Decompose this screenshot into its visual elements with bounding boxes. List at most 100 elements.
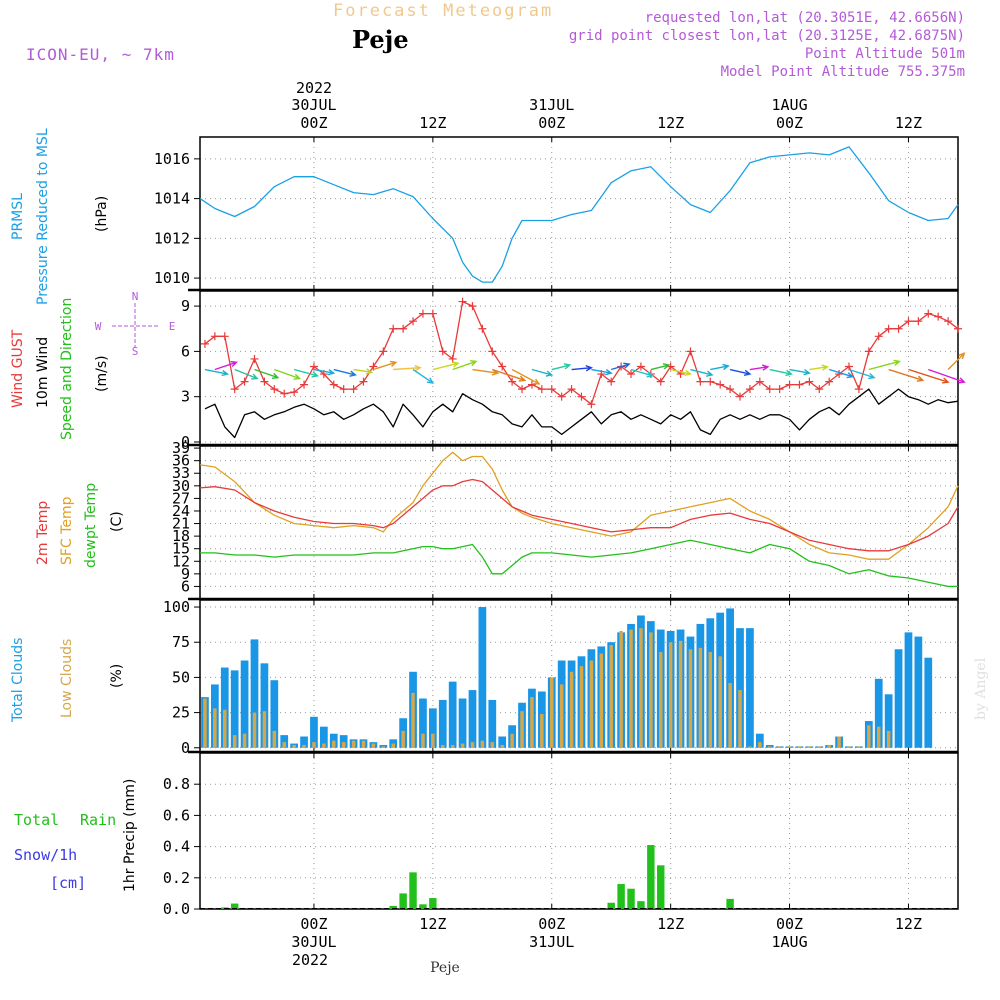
gust-marker [874, 332, 883, 341]
wind-direction-arrow [868, 359, 901, 371]
wind-direction-arrow [492, 368, 527, 382]
low-cloud-bar [480, 740, 485, 748]
wind-direction-arrow [710, 363, 730, 371]
low-cloud-bar [668, 642, 673, 748]
low-cloud-bar [292, 744, 296, 748]
gust-marker [379, 347, 388, 356]
temp-sfc-label: SFC Temp [59, 496, 75, 565]
panel-border [199, 752, 959, 910]
gust-marker [805, 377, 814, 386]
model-label: ICON-EU, ~ 7km [26, 45, 175, 64]
low-clouds-label: Low Clouds [59, 639, 75, 718]
gust-marker [409, 317, 418, 326]
wind-direction-arrow [650, 363, 671, 371]
y-tick-label: 9 [181, 297, 190, 315]
total-cloud-bar [280, 735, 289, 748]
gust-marker [230, 385, 239, 394]
low-cloud-bar [807, 746, 812, 748]
wind-direction-arrow [888, 368, 925, 382]
wind-direction-arrow [313, 368, 336, 376]
gust-marker [736, 392, 745, 401]
footer-location: Peje [430, 960, 460, 976]
wind-direction-arrow [908, 368, 950, 384]
gust-marker [389, 324, 398, 333]
grid-point-coords: grid point closest lon,lat (20.3125E, 42… [569, 28, 965, 44]
gust-marker [904, 317, 913, 326]
compass-e: E [169, 320, 176, 333]
wind-gust-line [204, 300, 959, 405]
low-cloud-bar [272, 730, 277, 748]
y-tick-label: 21 [172, 515, 190, 533]
rain-label: Rain [80, 811, 116, 829]
y-tick-label: 9 [181, 565, 190, 583]
temp-unit: (C) [109, 511, 125, 532]
low-cloud-bar [371, 743, 376, 748]
cloud-labels: Total Clouds Low Clouds (%) [10, 638, 125, 723]
compass-n: N [132, 290, 139, 303]
gust-marker [359, 377, 368, 386]
total-cloud-bar [894, 649, 903, 748]
wind-direction-arrow [789, 368, 811, 376]
wind-direction-arrow [611, 362, 631, 371]
low-cloud-bar [351, 740, 356, 748]
rain-bar [627, 888, 635, 909]
gust-marker [547, 385, 556, 394]
gust-marker [607, 377, 616, 386]
temp-labels: 2m Temp SFC Temp dewpt Temp (C) [35, 483, 125, 568]
clouds-unit: (%) [109, 664, 125, 688]
low-cloud-bar [242, 733, 247, 748]
total-cloud-bar [319, 726, 328, 748]
gust-marker [775, 385, 784, 394]
gust-marker [508, 377, 517, 386]
wind-direction-arrow [234, 368, 259, 380]
low-cloud-bar [500, 744, 504, 748]
low-cloud-bar [441, 744, 445, 748]
rain-bar [230, 903, 239, 909]
wind-direction-arrow [432, 361, 460, 371]
low-cloud-bar [213, 708, 217, 748]
precip-unit: 1hr Precip (mm) [122, 779, 138, 892]
compass-rose: N S W E [95, 290, 176, 358]
gust-marker [329, 380, 338, 389]
total-cloud-bar [260, 663, 269, 748]
bottom-date-label: 30JUL [291, 933, 336, 951]
gust-marker [765, 385, 774, 394]
total-cloud-bar [270, 680, 279, 748]
y-tick-label: 24 [172, 502, 190, 520]
gust-marker [627, 370, 636, 379]
y-tick-label: 0.2 [163, 869, 190, 887]
rain-bar [726, 898, 734, 909]
gust-marker [518, 385, 527, 394]
low-cloud-bar [203, 698, 207, 748]
pressure-unit: (hPa) [94, 196, 110, 232]
total-cloud-bar [478, 607, 487, 748]
y-tick-label: 100 [163, 598, 190, 616]
total-cloud-bar [755, 733, 764, 748]
low-cloud-bar [867, 725, 871, 748]
compass-w: W [95, 320, 102, 333]
low-cloud-bar [341, 742, 346, 748]
gust-marker [527, 380, 536, 389]
y-tick-label: 30 [172, 477, 190, 495]
y-tick-label: 39 [172, 439, 190, 457]
wind-direction-arrow [571, 364, 593, 372]
total-cloud-bar [726, 608, 734, 748]
temp-dewpt-label: dewpt Temp [83, 483, 99, 568]
low-cloud-bar [708, 652, 713, 748]
gust-marker [854, 385, 863, 394]
bottom-hour-label: 12Z [657, 915, 684, 933]
y-tick-label: 6 [181, 342, 190, 360]
gust-marker [210, 332, 219, 341]
wind-direction-arrow [670, 368, 693, 377]
total-cloud-bar [914, 636, 923, 748]
panel-5-frame: 0.0 0.2 0.4 0.6 0.8 [163, 752, 959, 918]
gust-marker [567, 385, 576, 394]
model-point-altitude: Model Point Altitude 755.375m [721, 64, 965, 80]
rain-bar [409, 872, 417, 909]
wind-10m-label: 10m Wind [35, 337, 51, 408]
gust-marker [458, 297, 467, 306]
wind-direction-arrow [749, 364, 770, 371]
wind-direction-arrow [729, 368, 752, 377]
